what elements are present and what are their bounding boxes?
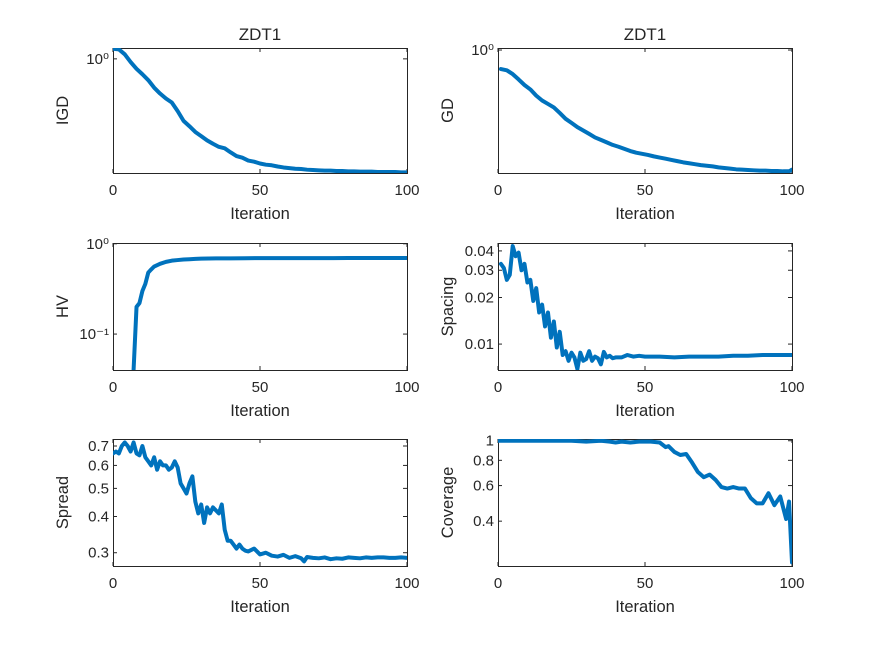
subplot-igd: 0 50 100 10⁰ ZDT1 Iteration IGD [54,25,420,223]
gd-ylabel: GD [439,98,457,123]
subplot-gd: 0 50 100 10⁰ ZDT1 Iteration GD [439,25,805,223]
spread-ylabel: Spread [54,476,72,529]
coverage-series-line [498,439,792,565]
coverage-ytick-label: 0.8 [473,452,494,469]
subplot-hv: 0 50 100 10⁰ 10⁻¹ Iteration HV [54,236,420,420]
igd-ylabel: IGD [54,96,72,125]
coverage-xtick-label: 50 [637,575,654,592]
igd-title: ZDT1 [239,25,282,44]
igd-xtick-label: 100 [394,182,419,199]
spacing-xlabel: Iteration [615,402,675,420]
gd-series-line [498,67,792,173]
spread-ytick-label: 0.5 [88,480,109,497]
spread-series-line [113,440,407,564]
hv-xtick-label: 100 [394,379,419,396]
hv-axes-frame [113,243,408,371]
spacing-ytick-label: 0.01 [465,336,494,353]
spacing-xtick-label: 0 [494,379,502,396]
gd-ytick-label: 10⁰ [471,42,494,59]
spacing-series-line [498,244,792,370]
spread-xtick-label: 100 [394,575,419,592]
coverage-ytick-label: 1 [486,433,494,450]
gd-title: ZDT1 [624,25,667,44]
spacing-xtick-label: 50 [637,379,654,396]
igd-axes-frame [113,48,408,174]
coverage-ytick-label: 0.6 [473,478,494,495]
coverage-ylabel: Coverage [439,467,457,539]
igd-ytick-label: 10⁰ [86,51,109,68]
gd-xtick-label: 50 [637,182,654,199]
igd-series-line [113,48,407,173]
spacing-ytick-label: 0.02 [465,289,494,306]
spread-ytick-label: 0.6 [88,457,109,474]
hv-ytick-label: 10⁻¹ [79,326,109,343]
igd-xlabel: Iteration [230,205,290,223]
hv-ytick-label: 10⁰ [86,236,109,253]
spread-ytick-label: 0.4 [88,508,109,525]
spacing-ylabel: Spacing [439,277,457,337]
hv-xlabel: Iteration [230,402,290,420]
spread-ytick-label: 0.7 [88,438,109,455]
coverage-xtick-label: 0 [494,575,502,592]
coverage-xlabel: Iteration [615,598,675,616]
hv-series-line [131,256,407,370]
spacing-ytick-label: 0.03 [465,262,494,279]
igd-xtick-label: 0 [109,182,117,199]
subplot-spread: 0 50 100 0.7 0.6 0.5 0.4 0.3 Iteration Spread [54,438,420,616]
spread-xtick-label: 0 [109,575,117,592]
hv-ylabel: HV [54,295,72,318]
igd-xtick-label: 50 [252,182,269,199]
spread-ytick-label: 0.3 [88,545,109,562]
spacing-xtick-label: 100 [779,379,804,396]
subplot-coverage: 0 50 100 1 0.8 0.6 0.4 Iteration Coverage [439,433,805,616]
coverage-ytick-label: 0.4 [473,513,494,530]
coverage-xtick-label: 100 [779,575,804,592]
spread-xtick-label: 50 [252,575,269,592]
spacing-ytick-label: 0.04 [465,243,494,260]
hv-xtick-label: 50 [252,379,269,396]
gd-xlabel: Iteration [615,205,675,223]
gd-xtick-label: 100 [779,182,804,199]
subplot-spacing: 0 50 100 0.04 0.03 0.02 0.01 Iteration Spacing [439,243,805,420]
hv-xtick-label: 0 [109,379,117,396]
gd-xtick-label: 0 [494,182,502,199]
spread-xlabel: Iteration [230,598,290,616]
spread-axes-frame [113,439,408,567]
coverage-axes-frame [498,439,793,567]
